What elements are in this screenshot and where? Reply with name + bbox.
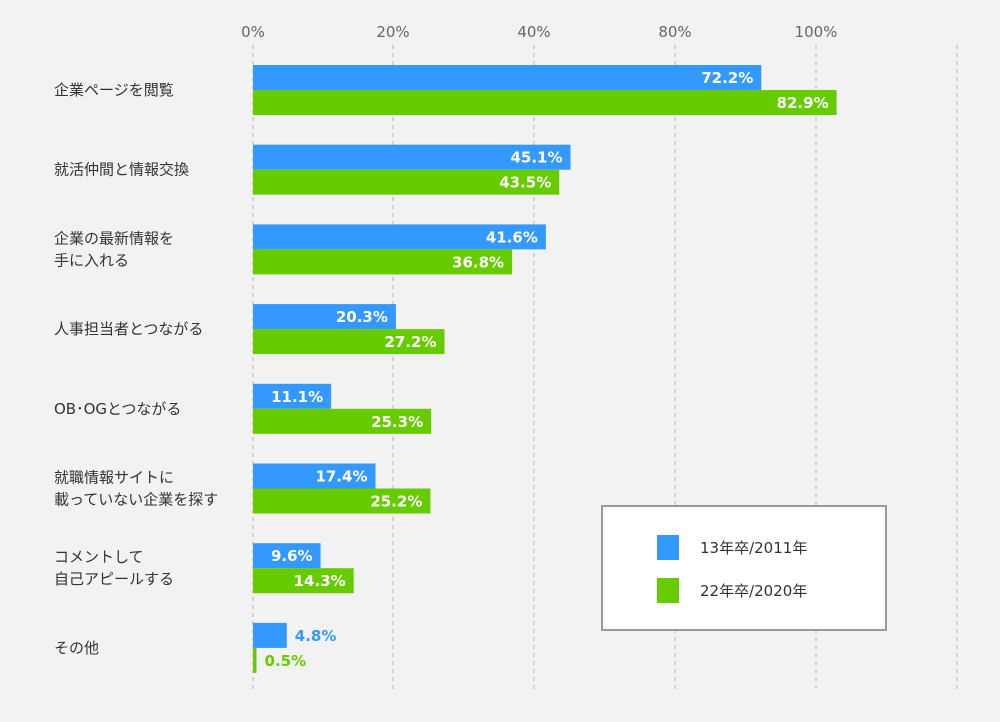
category-label: コメントして [54, 548, 144, 566]
x-tick-label: 20% [376, 23, 409, 41]
value-label: 36.8% [452, 253, 504, 271]
category-label: 企業ページを閲覧 [54, 81, 174, 99]
x-tick-label: 80% [658, 23, 691, 41]
value-label: 14.3% [294, 572, 346, 590]
category-label: OB･OGとつながる [54, 400, 181, 418]
legend-swatch [657, 535, 679, 560]
bar-blue [253, 463, 376, 489]
bar-green [253, 488, 431, 514]
bar-green [253, 408, 432, 434]
legend-box [601, 505, 887, 631]
value-label: 41.6% [486, 228, 538, 246]
category-label: 就活仲間と情報交換 [54, 161, 189, 179]
category-label: 人事担当者とつながる [54, 320, 203, 338]
x-tick-label: 40% [517, 23, 550, 41]
category-label: その他 [54, 639, 99, 657]
bar-blue [253, 224, 546, 250]
bar-green [253, 169, 560, 195]
legend-swatch [657, 578, 679, 603]
value-label: 25.2% [370, 493, 422, 511]
bar-green [253, 568, 354, 594]
value-label: 82.9% [777, 94, 829, 112]
bar-green [253, 90, 837, 115]
bar-blue [253, 65, 762, 90]
bar-blue [253, 144, 571, 170]
legend-label: 22年卒/2020年 [700, 582, 807, 600]
bar-green [253, 329, 445, 355]
value-label: 25.3% [371, 413, 423, 431]
category-label: 載っていない企業を探す [54, 491, 218, 509]
value-label: 11.1% [271, 388, 323, 406]
bar-green [253, 647, 257, 673]
x-tick-label: 0% [241, 23, 265, 41]
value-label: 43.5% [499, 174, 551, 192]
category-label: 自己アピールする [54, 570, 174, 588]
bar-green [253, 249, 513, 275]
category-label: 手に入れる [54, 251, 129, 269]
value-label: 0.5% [265, 652, 307, 670]
value-label: 4.8% [295, 627, 337, 645]
value-label: 17.4% [315, 468, 367, 486]
value-label: 27.2% [384, 333, 436, 351]
value-label: 45.1% [510, 149, 562, 167]
bar-blue [253, 622, 287, 648]
value-label: 72.2% [701, 69, 753, 87]
x-tick-label: 100% [795, 23, 838, 41]
legend-label: 13年卒/2011年 [700, 539, 807, 557]
value-label: 9.6% [271, 547, 313, 565]
bar-blue [253, 304, 396, 330]
bar-blue [253, 383, 332, 409]
category-label: 企業の最新情報を [54, 229, 174, 247]
value-label: 20.3% [336, 308, 388, 326]
bar-blue [253, 543, 321, 569]
category-label: 就職情報サイトに [54, 469, 174, 487]
